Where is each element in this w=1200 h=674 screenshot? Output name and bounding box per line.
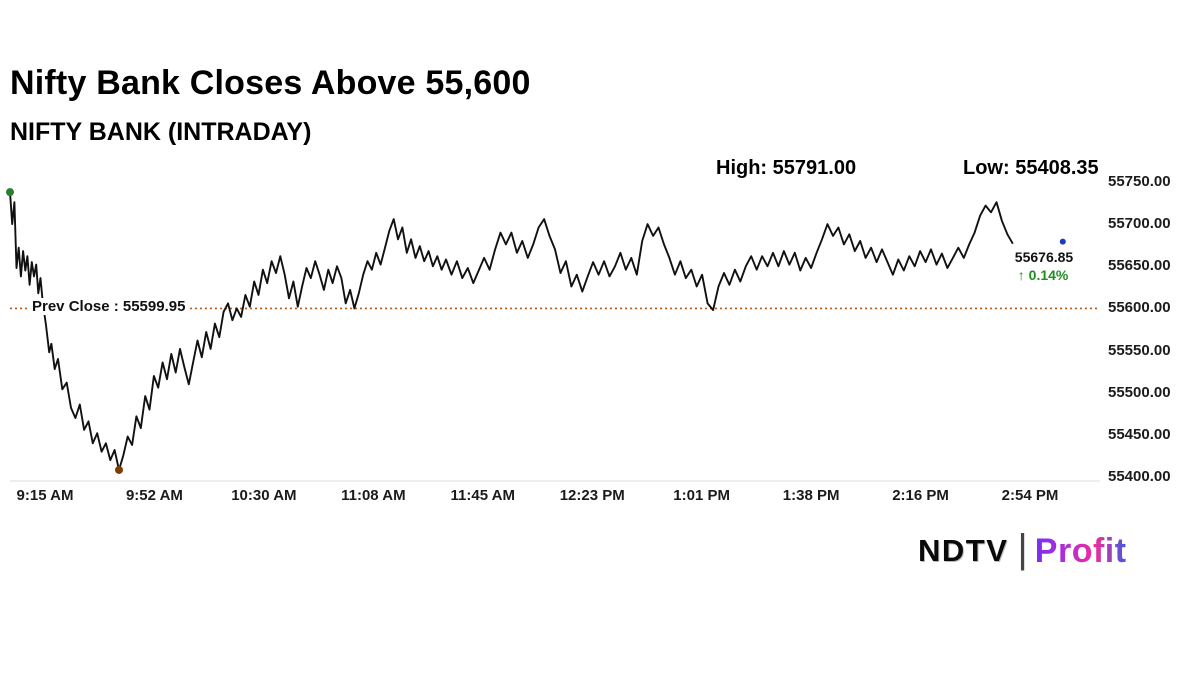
y-axis-label: 55400.00 [1108, 468, 1171, 485]
x-axis-label: 2:16 PM [892, 487, 949, 504]
x-axis-label: 11:08 AM [341, 487, 406, 504]
y-axis-label: 55750.00 [1108, 173, 1171, 190]
ndtv-profit-logo: NDTV | Profit [918, 526, 1127, 574]
end-marker-dot [1059, 238, 1066, 245]
price-line [9, 192, 1014, 471]
x-axis-label: 10:30 AM [231, 487, 297, 504]
x-axis-label: 12:23 PM [559, 487, 625, 504]
x-axis-label: 11:45 AM [450, 487, 516, 504]
last-price-label: 55676.85 [1014, 248, 1074, 265]
low-value-label: Low: 55408.35 [963, 157, 1099, 179]
y-axis-label: 55600.00 [1108, 299, 1171, 317]
y-axis-label: 55450.00 [1108, 425, 1171, 443]
low-marker-dot [115, 465, 123, 474]
prev-close-label: Prev Close : 55599.95 [28, 298, 190, 316]
x-axis-label: 9:15 AM [16, 487, 74, 504]
page-title: Nifty Bank Closes Above 55,600 [10, 64, 531, 102]
x-axis-label: 9:52 AM [125, 487, 183, 504]
x-axis-label: 2:54 PM [1001, 487, 1059, 504]
ndtv-logo-text: NDTV [918, 533, 1009, 568]
high-value-label: High: 55791.00 [716, 157, 857, 179]
y-axis-label: 55550.00 [1108, 341, 1171, 359]
y-axis-label: 55700.00 [1108, 215, 1171, 233]
open-marker-dot [6, 188, 14, 197]
x-axis-label: 1:01 PM [673, 487, 731, 504]
change-percent-label: ↑ 0.14% [1017, 266, 1069, 283]
profit-logo-text: Profit [1034, 531, 1127, 570]
logo-separator: | [1017, 526, 1028, 571]
chart-subtitle: NIFTY BANK (INTRADAY) [10, 118, 312, 146]
x-axis-label: 1:38 PM [782, 487, 840, 504]
y-axis-label: 55500.00 [1108, 383, 1171, 401]
y-axis-label: 55650.00 [1108, 257, 1171, 275]
